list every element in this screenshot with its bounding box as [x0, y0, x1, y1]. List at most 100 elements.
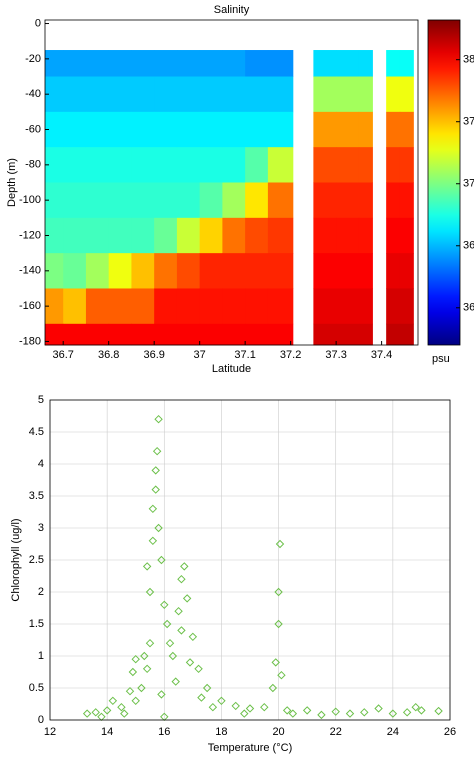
- scatter-point: [331, 707, 340, 716]
- heat-cell: [199, 182, 223, 219]
- y-tick-label: 5: [38, 394, 44, 406]
- scatter-point: [120, 709, 129, 718]
- scatter-point: [197, 693, 206, 702]
- y-tick-label: 4.5: [29, 426, 44, 438]
- scatter-point: [271, 658, 280, 667]
- y-axis-label: Chlorophyll (ug/l): [10, 518, 22, 601]
- heat-cell: [336, 323, 360, 346]
- scatter-point: [231, 701, 240, 711]
- x-tick-label: 36.9: [143, 349, 164, 361]
- heat-cell: [199, 288, 223, 325]
- y-tick-label: 3: [38, 522, 44, 534]
- scatter-point: [411, 702, 420, 712]
- scatter-point: [137, 683, 146, 693]
- scatter-point: [194, 664, 203, 674]
- heat-cell: [131, 182, 155, 219]
- colorbar-tick-label: 37: [463, 178, 474, 190]
- heat-cell: [222, 147, 246, 183]
- heat-cell: [45, 217, 64, 254]
- scatter-point: [185, 658, 195, 667]
- heat-cell: [199, 217, 223, 254]
- heat-cell: [267, 323, 294, 346]
- scatter-point: [260, 702, 269, 712]
- scatter-point: [188, 632, 198, 642]
- y-tick-label: 2.5: [29, 554, 44, 566]
- heat-cell: [222, 182, 246, 219]
- heat-cell: [386, 50, 401, 77]
- scatter-point: [168, 651, 178, 661]
- colorbar-tick-label: 36.5: [463, 240, 474, 252]
- scatter-point: [165, 638, 175, 648]
- heat-cell: [313, 323, 337, 346]
- scatter-point: [97, 712, 106, 722]
- heat-cell: [85, 111, 110, 148]
- y-tick-label: 3.5: [29, 490, 44, 502]
- scatter-point: [152, 446, 162, 456]
- scatter-point: [274, 587, 283, 597]
- heat-cell: [267, 182, 294, 219]
- heat-cell: [176, 288, 201, 325]
- heat-cell: [399, 217, 414, 254]
- heat-cell: [336, 147, 360, 183]
- y-tick-label: -140: [19, 265, 41, 277]
- x-tick-label: 14: [101, 726, 113, 738]
- heat-cell: [154, 76, 178, 113]
- scatter-point: [177, 574, 186, 584]
- heat-cell: [222, 217, 246, 254]
- heat-cell: [386, 253, 401, 289]
- heat-cell: [336, 76, 360, 113]
- heat-cell: [267, 253, 294, 289]
- heat-cell: [131, 217, 155, 254]
- heat-cell: [222, 111, 246, 148]
- heat-cell: [313, 50, 337, 77]
- x-tick-label: 26: [444, 726, 456, 738]
- heat-cell: [399, 50, 414, 77]
- heat-cell: [358, 288, 373, 325]
- heat-cell: [399, 323, 414, 346]
- heat-cell: [154, 147, 178, 183]
- x-tick-label: 22: [330, 726, 342, 738]
- scatter-point: [374, 704, 383, 713]
- heat-cell: [336, 288, 360, 325]
- heat-cell: [45, 147, 64, 183]
- scatter-point: [177, 626, 186, 635]
- heat-cell: [386, 323, 401, 346]
- heat-cell: [336, 111, 360, 148]
- heat-cell: [358, 253, 373, 289]
- x-tick-label: 37: [194, 349, 206, 361]
- heat-cell: [245, 182, 269, 219]
- heat-cell: [336, 50, 360, 77]
- heat-cell: [222, 76, 246, 113]
- scatter-point: [182, 594, 192, 603]
- heat-cell: [222, 50, 246, 77]
- colorbar-tick-label: 37.5: [463, 116, 474, 128]
- x-tick-label: 12: [44, 726, 56, 738]
- heat-cell: [313, 182, 337, 219]
- heat-cell: [85, 323, 110, 346]
- heat-cell: [63, 147, 87, 183]
- heat-cell: [267, 147, 294, 183]
- heat-cell: [63, 323, 87, 346]
- scatter-point: [128, 667, 138, 677]
- heat-cell: [176, 217, 201, 254]
- heat-cell: [176, 182, 201, 219]
- heat-cell: [108, 182, 132, 219]
- heat-cell: [267, 288, 294, 325]
- scatter-point: [202, 683, 212, 693]
- y-tick-label: -120: [19, 229, 41, 241]
- colorbar-tick-label: 38: [463, 54, 474, 66]
- heat-cell: [85, 217, 110, 254]
- heat-cell: [154, 323, 178, 346]
- heat-cell: [45, 50, 64, 77]
- heat-cell: [245, 76, 269, 113]
- heat-cell: [313, 111, 337, 148]
- heat-cell: [154, 50, 178, 77]
- heat-cell: [386, 76, 401, 113]
- heat-cell: [45, 111, 64, 148]
- heat-cell: [313, 147, 337, 183]
- scatter-point: [274, 619, 283, 629]
- heat-cell: [131, 253, 155, 289]
- y-tick-label: 1.5: [29, 618, 44, 630]
- heat-cell: [386, 288, 401, 325]
- heat-cell: [85, 253, 110, 289]
